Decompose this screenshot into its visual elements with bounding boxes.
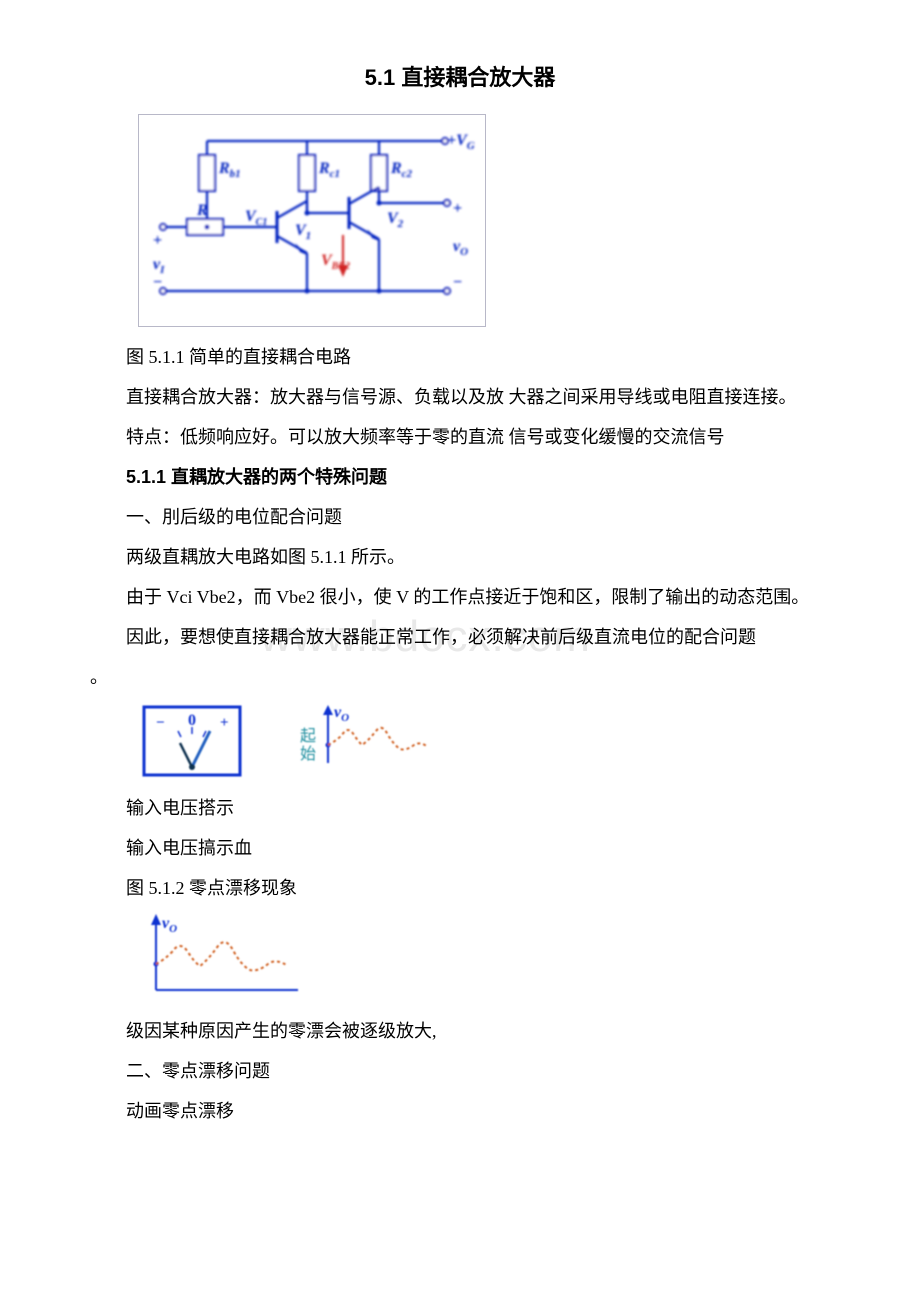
page-title: 5.1 直接耦合放大器 — [90, 60, 830, 92]
svg-text:0: 0 — [188, 712, 196, 729]
paragraph-12: 动画零点漂移 — [90, 1093, 830, 1129]
svg-text:+: + — [220, 715, 229, 731]
svg-text:V2: V2 — [387, 210, 404, 230]
heading-5-1-1: 5.1.1 直耦放大器的两个特殊问题 — [90, 459, 830, 495]
fig2-caption: 图 5.1.2 零点漂移现象 — [90, 870, 830, 906]
svg-text:−: − — [153, 274, 162, 291]
svg-text:VBE2: VBE2 — [321, 252, 350, 272]
svg-text:vO: vO — [334, 704, 349, 724]
svg-text:+VG: +VG — [447, 132, 475, 152]
paragraph-4: 两级直耦放大电路如图 5.1.1 所示。 — [90, 539, 830, 575]
paragraph-3: 一、刖后级的电位配合问题 — [90, 499, 830, 535]
svg-text:vO: vO — [453, 238, 468, 258]
svg-text:Rc2: Rc2 — [390, 160, 413, 180]
svg-text:V1: V1 — [295, 222, 311, 242]
paragraph-5: 由于 Vci Vbe2，而 Vbe2 很小，使 V 的工作点接近于饱和区，限制了… — [90, 579, 830, 615]
paragraph-1: 直接耦合放大器：放大器与信号源、负载以及放 大器之间采用导线或电阻直接连接。 — [90, 379, 830, 415]
svg-text:Rc1: Rc1 — [318, 160, 340, 180]
paragraph-7: 输入电压搭示 — [90, 790, 830, 826]
svg-text:Rb1: Rb1 — [218, 160, 241, 180]
svg-text:−: − — [453, 274, 462, 291]
figure-2: − 0 + — [138, 701, 830, 784]
circuit-diagram-1: +VG Rb1 Rc1 Rc2 R VC1 V1 V2 VBE2 vO vI +… — [147, 123, 477, 313]
svg-text:R: R — [196, 202, 208, 219]
svg-text:+: + — [153, 232, 162, 249]
svg-text:vI: vI — [153, 256, 165, 276]
paragraph-8: 输入电压搞示血 — [90, 830, 830, 866]
paragraph-2: 特点：低频响应好。可以放大频率等于零的直流 信号或变化缓慢的交流信号 — [90, 419, 830, 455]
paragraph-6: 因此，要想使直接耦合放大器能正常工作，必须解决前后级直流电位的配合问题 — [90, 619, 830, 655]
fig1-caption: 图 5.1.1 简单的直接耦合电路 — [90, 339, 830, 375]
paragraph-11: 二、零点漂移问题 — [90, 1053, 830, 1089]
svg-text:VC1: VC1 — [245, 208, 267, 228]
svg-text:vO: vO — [162, 915, 177, 935]
paragraph-10: 级因某种原因产生的零漂会被逐级放大, — [90, 1013, 830, 1049]
svg-text:起: 起 — [300, 727, 316, 745]
hanging-period: 。 — [90, 659, 830, 695]
svg-text:−: − — [156, 715, 165, 731]
figure-3: vO — [138, 912, 830, 1007]
svg-text:始: 始 — [300, 745, 316, 763]
svg-text:+: + — [453, 200, 462, 217]
figure-1-box: +VG Rb1 Rc1 Rc2 R VC1 V1 V2 VBE2 vO vI +… — [138, 114, 486, 327]
